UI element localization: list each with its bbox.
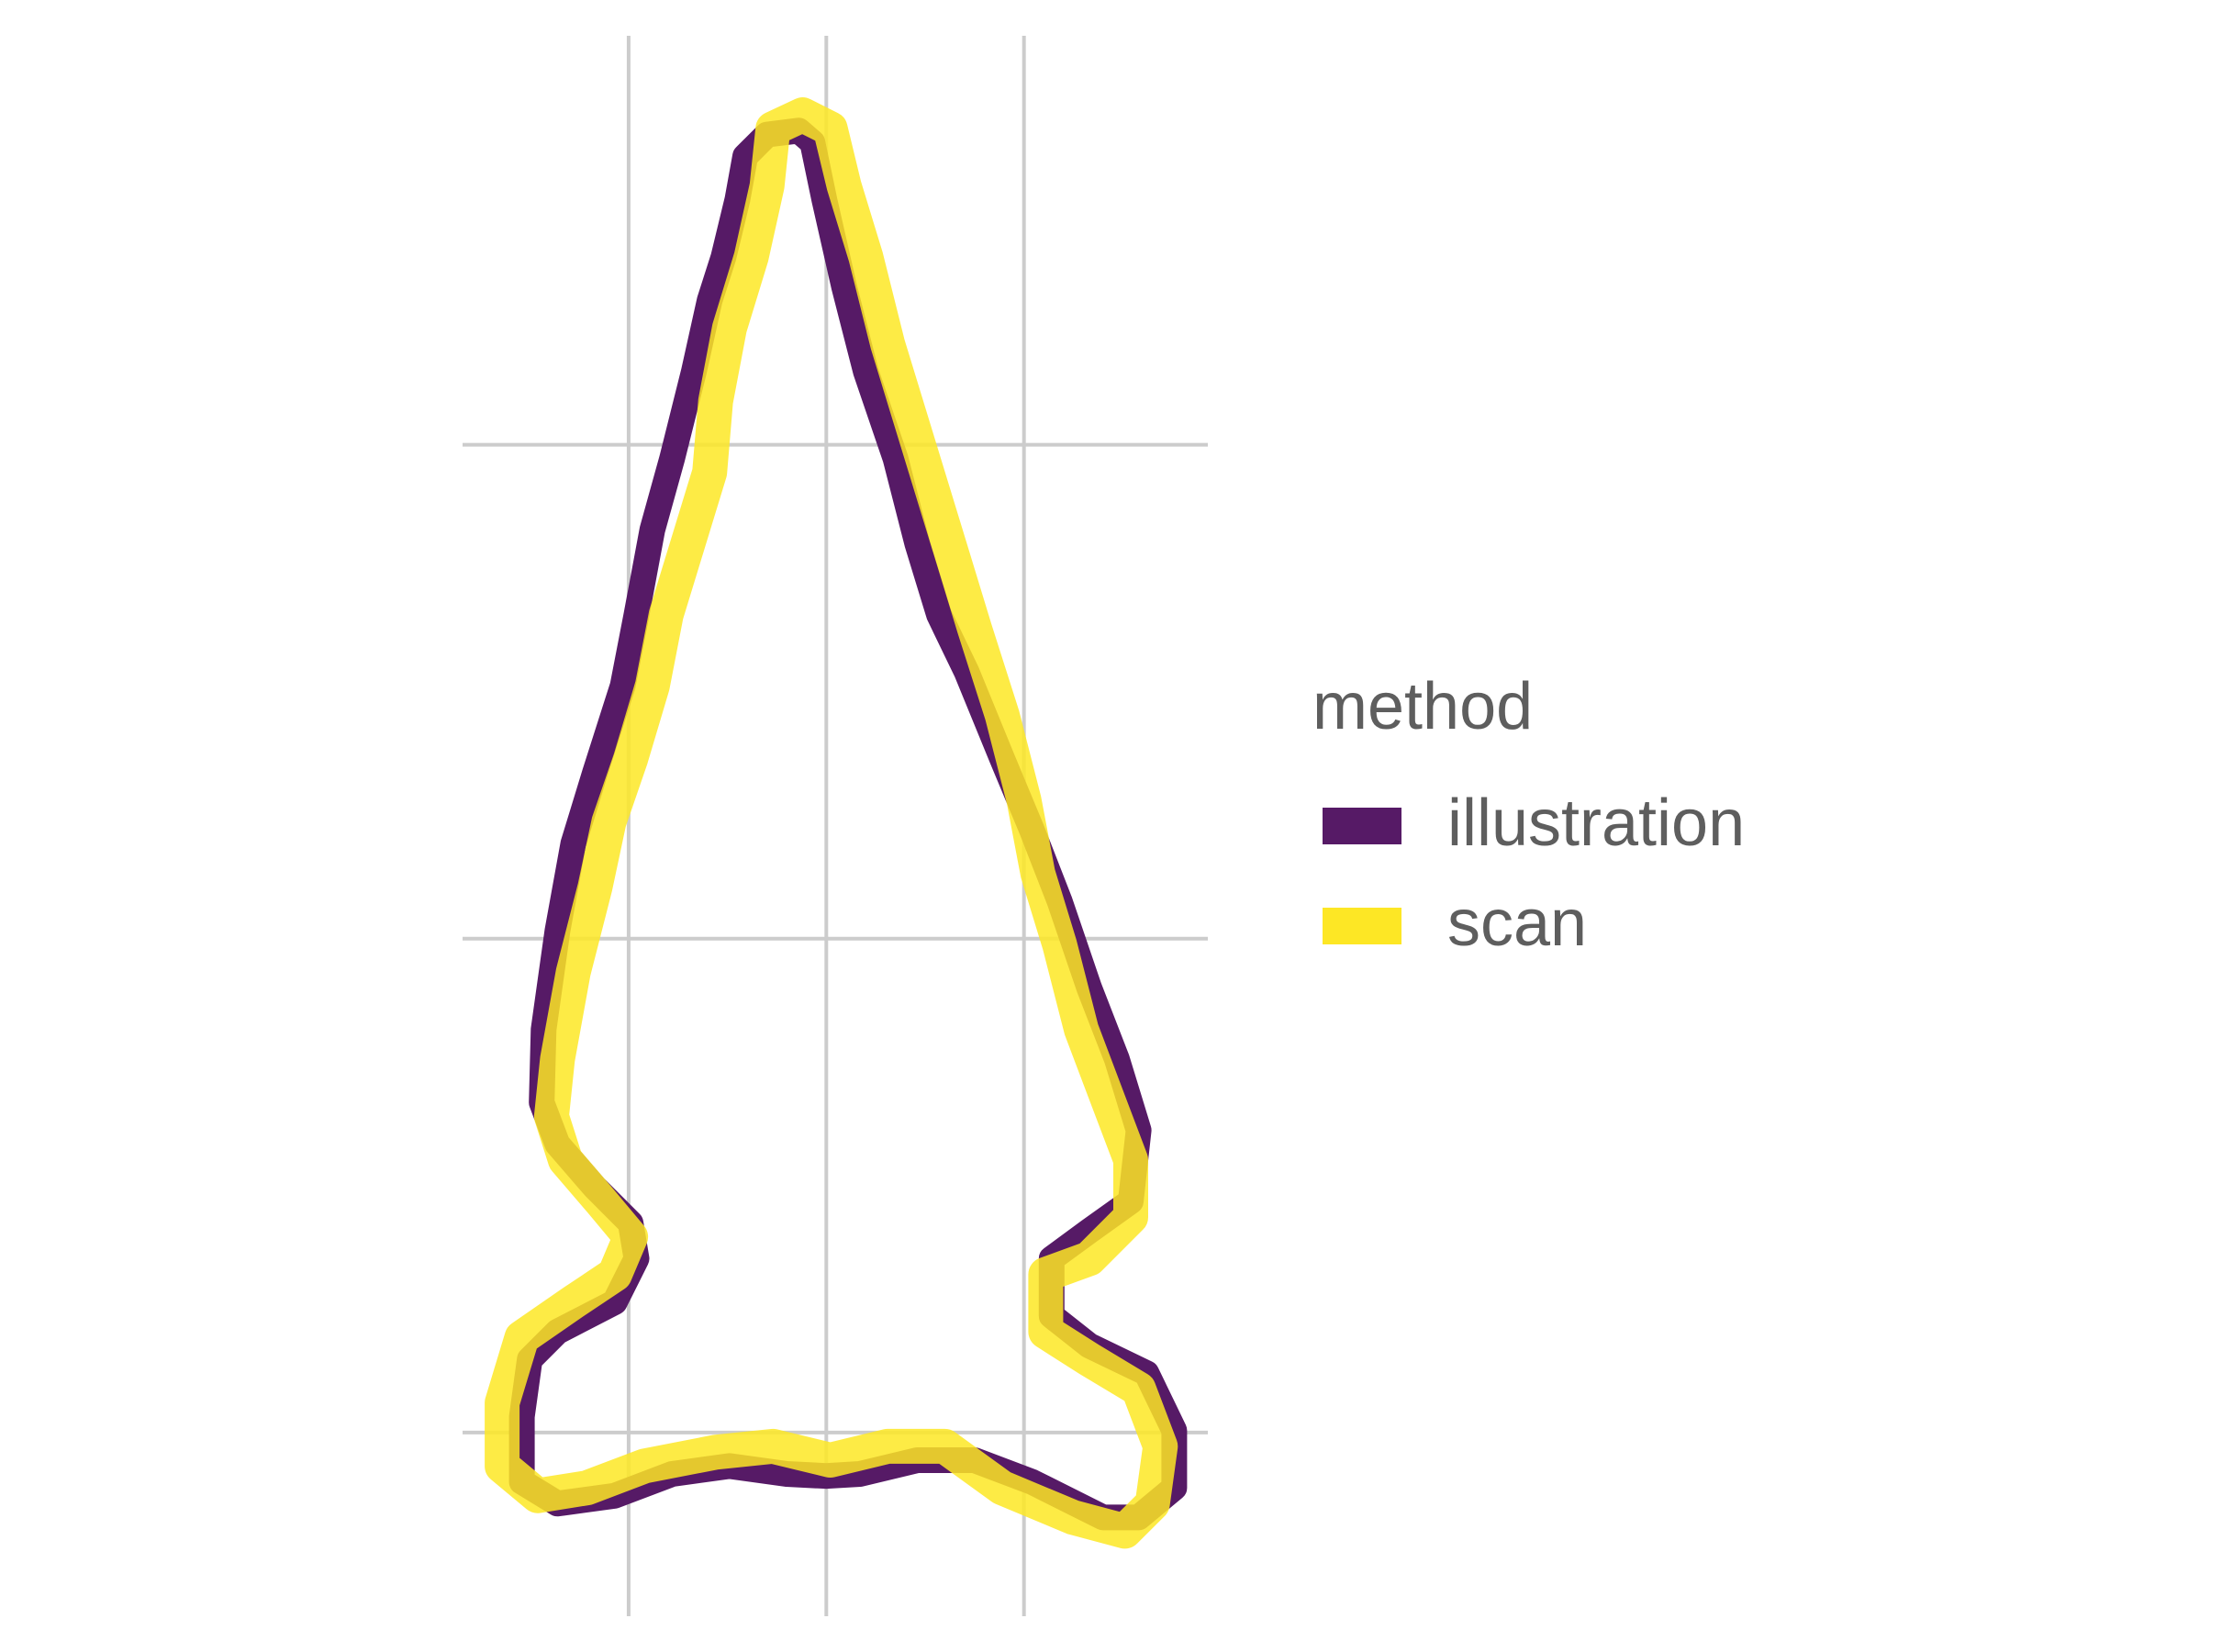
legend-key — [1323, 808, 1401, 844]
legend-label: illustration — [1447, 787, 1745, 860]
outline — [485, 97, 1178, 1549]
legend-title: method — [1312, 670, 1533, 743]
legend-label: scan — [1447, 887, 1587, 960]
legend-key — [1323, 908, 1401, 944]
